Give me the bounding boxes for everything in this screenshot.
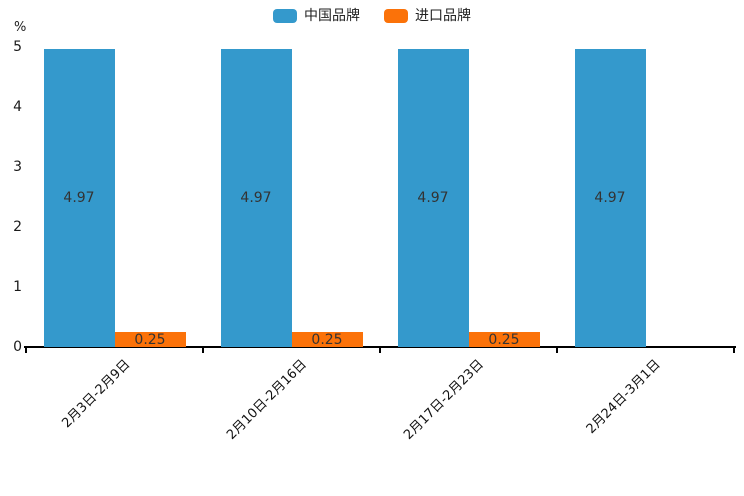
y-tick-label: 5	[13, 39, 22, 55]
y-tick-label: 0	[13, 339, 22, 355]
bar-domestic	[43, 48, 115, 347]
bar-imported	[291, 332, 363, 347]
legend-item-domestic[interactable]: 中国品牌	[273, 9, 360, 23]
y-tick-label: 1	[13, 279, 22, 295]
x-category-label: 2月3日-2月9日	[59, 357, 134, 432]
x-axis-line	[24, 346, 736, 348]
bar-value-label: 4.97	[63, 189, 95, 206]
bar-value-label: 4.97	[417, 189, 449, 206]
legend-swatch-icon	[273, 9, 297, 23]
x-category-label: 2月24日-3月1日	[584, 357, 665, 437]
x-axis-tick	[379, 348, 381, 353]
bar-imported	[468, 332, 540, 347]
y-tick-label: 4	[13, 99, 22, 115]
legend-item-label: 进口品牌	[415, 8, 471, 24]
bar-value-label: 4.97	[594, 189, 626, 206]
y-tick-label: 2	[13, 219, 22, 235]
legend-item-label: 中国品牌	[304, 8, 360, 24]
bar-domestic	[574, 48, 646, 347]
bar-value-label: 4.97	[240, 189, 272, 206]
x-category-label: 2月10日-2月16日	[224, 357, 311, 443]
legend-swatch-icon	[384, 9, 408, 23]
bar-domestic	[397, 48, 469, 347]
legend: 中国品牌 进口品牌	[0, 9, 744, 23]
y-axis-unit-label: %	[14, 20, 27, 35]
x-axis-tick	[733, 348, 735, 353]
x-category-label: 2月17日-2月23日	[401, 357, 488, 443]
legend-item-imported[interactable]: 进口品牌	[384, 9, 471, 23]
bar-value-label: 0.25	[134, 331, 166, 348]
bar-domestic	[220, 48, 292, 347]
bar-imported	[114, 332, 186, 347]
bar-value-label: 0.25	[488, 331, 520, 348]
y-tick-label: 3	[13, 159, 22, 175]
x-axis-tick	[202, 348, 204, 353]
bar-value-label: 0.25	[311, 331, 343, 348]
x-axis-tick	[556, 348, 558, 353]
x-axis-tick	[25, 348, 27, 353]
